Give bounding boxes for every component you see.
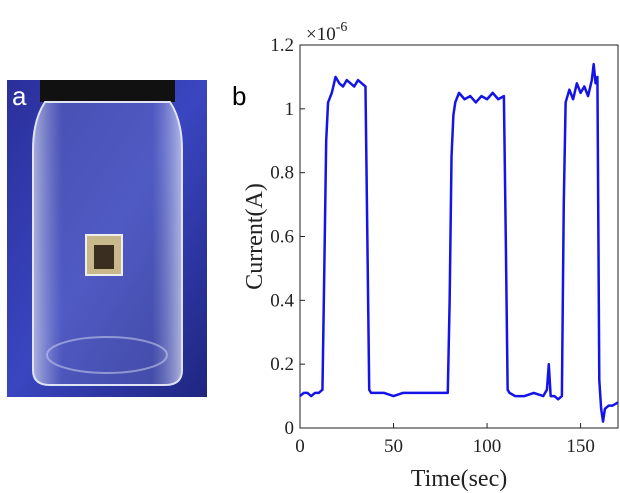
plot: 0 0.2 0.4 0.6 0.8 1 1.2 0 50 100 150 Time(sec) Curre…	[242, 20, 619, 492]
panel-label: b	[232, 81, 246, 111]
y-tick-label: 0.6	[270, 227, 294, 248]
y-tick-label: 1.2	[270, 35, 294, 56]
x-axis-label: Time(sec)	[411, 466, 507, 492]
jar-bottom	[46, 336, 168, 374]
y-tick-label: 1	[285, 99, 295, 120]
plot-frame	[299, 44, 619, 429]
y-exponent: ×10-6	[306, 20, 347, 45]
y-tick-label: 0.2	[270, 354, 294, 375]
panel-label: a	[12, 81, 27, 111]
y-exponent-base: ×10	[306, 24, 336, 45]
y-tick-label: 0	[285, 418, 295, 439]
x-tick-label: 50	[384, 436, 403, 457]
y-axis-label: Current(A)	[242, 183, 268, 290]
y-tick-label: 0.8	[270, 163, 294, 184]
y-tick-label: 0.4	[270, 290, 294, 311]
y-exponent-power: -6	[336, 20, 348, 35]
data-line	[299, 62, 619, 423]
photo	[7, 80, 207, 397]
x-tick-label: 0	[295, 436, 305, 457]
jar-cap	[40, 80, 175, 102]
x-tick-label: 150	[566, 436, 595, 457]
x-tick-label: 100	[473, 436, 502, 457]
device-center	[94, 245, 114, 269]
